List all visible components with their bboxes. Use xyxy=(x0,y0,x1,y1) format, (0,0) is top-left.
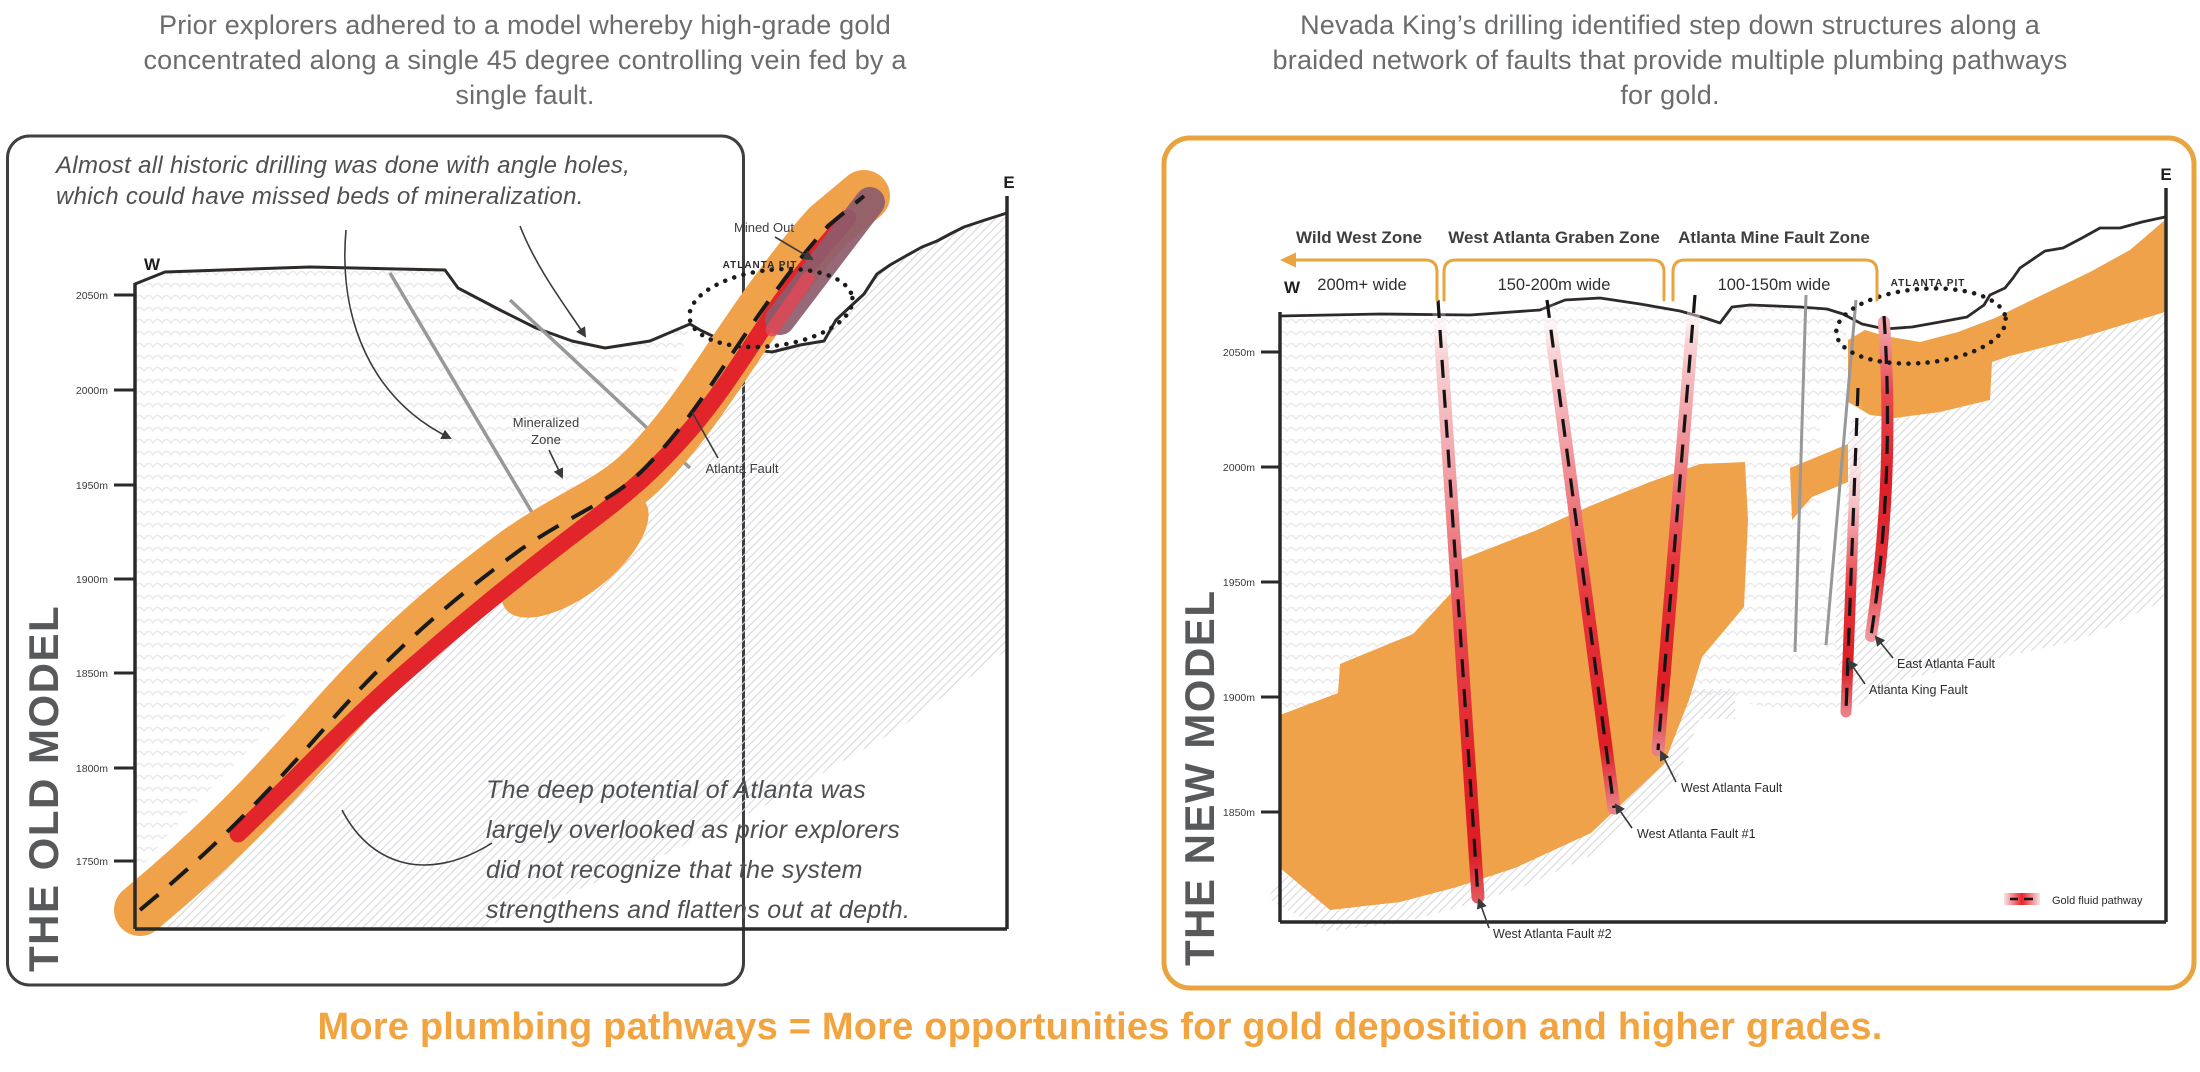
old-mined-out-leader xyxy=(774,236,814,261)
new-elev-2000: 2000m xyxy=(1223,462,1255,474)
old-top-note-line-1: Almost all historic drilling was done wi… xyxy=(56,152,631,179)
new-zone-brackets xyxy=(1280,252,1879,302)
old-mineralized-leader xyxy=(548,449,564,479)
new-elev-1950: 1950m xyxy=(1223,577,1255,589)
old-model-title: THE OLD MODEL xyxy=(20,604,67,972)
new-east-fault-label: East Atlanta Fault xyxy=(1897,657,1996,671)
new-atlanta-pit-ellipse xyxy=(1834,286,2008,366)
old-pit-label: ATLANTA PIT xyxy=(723,260,798,271)
old-note-arrow-1 xyxy=(344,229,452,440)
new-elevation-ticks xyxy=(1261,350,1280,814)
old-elev-1900: 1900m xyxy=(76,574,108,586)
old-mineralized-zone-label-1: Mineralized xyxy=(513,415,579,430)
old-bottom-note-line-4: strengthens and flattens out at depth. xyxy=(486,896,911,924)
old-elevation-ticks xyxy=(114,293,135,863)
old-model-bottom-note: The deep potential of Atlanta was largel… xyxy=(486,770,910,930)
new-fault-dashes xyxy=(1436,294,1890,898)
old-surface-line xyxy=(134,211,1008,354)
old-elev-2000: 2000m xyxy=(76,385,108,397)
new-zone2-width: 150-200m wide xyxy=(1498,276,1611,294)
new-leader-west-fault xyxy=(1660,750,1677,783)
new-orange-mass xyxy=(1280,462,1748,910)
old-mineralized-zone-label-2: Zone xyxy=(531,432,561,447)
new-zone3-name: Atlanta Mine Fault Zone xyxy=(1678,228,1870,247)
old-bottom-note-leader xyxy=(341,809,493,866)
new-orange-step-patch xyxy=(1790,444,1848,520)
new-gray-line-2 xyxy=(1824,299,1858,646)
new-leader-king-fault xyxy=(1847,659,1866,685)
old-compass-west: W xyxy=(144,255,161,274)
old-elev-2050: 2050m xyxy=(76,290,108,302)
new-legend: Gold fluid pathway xyxy=(2004,893,2143,907)
old-model-top-note: Almost all historic drilling was done wi… xyxy=(56,150,630,212)
old-fault-label: Atlanta Fault xyxy=(706,461,779,476)
old-model-panel: 2050m 2000m 1950m 1900m 1850m 1800m 1750… xyxy=(6,134,1015,987)
new-compass-east: E xyxy=(2160,165,2171,184)
legend-label: Gold fluid pathway xyxy=(2052,895,2143,907)
old-atlanta-pit-ellipse xyxy=(687,266,855,350)
new-model-header: Nevada King’s drilling identified step d… xyxy=(1272,10,2068,110)
footer-headline: More plumbing pathways = More opportunit… xyxy=(317,1006,1883,1048)
new-zone3-width: 100-150m wide xyxy=(1718,276,1831,294)
new-leader-west-fault-1 xyxy=(1614,803,1633,829)
old-top-note-line-2: which could have missed beds of minerali… xyxy=(56,183,584,210)
old-elev-1850: 1850m xyxy=(76,668,108,680)
new-model-title: THE NEW MODEL xyxy=(1176,589,1223,966)
old-fault-leader xyxy=(691,411,719,459)
old-model-header: Prior explorers adhered to a model where… xyxy=(143,10,907,110)
new-compass-west: W xyxy=(1284,278,1301,297)
new-surface-line xyxy=(1279,215,2166,331)
new-gray-line-1 xyxy=(1793,294,1808,653)
old-elev-1750: 1750m xyxy=(76,856,108,868)
new-west-fault-1-label: West Atlanta Fault #1 xyxy=(1637,827,1756,841)
old-elev-1950: 1950m xyxy=(76,480,108,492)
new-east-rock-hatch xyxy=(1835,312,2165,712)
new-elev-1900: 1900m xyxy=(1223,692,1255,704)
new-west-fault-label: West Atlanta Fault xyxy=(1681,781,1783,795)
new-zone2-name: West Atlanta Graben Zone xyxy=(1448,228,1660,247)
new-elev-2050: 2050m xyxy=(1223,347,1255,359)
new-upper-rock-hatch xyxy=(1280,298,1848,715)
new-king-fault-label: Atlanta King Fault xyxy=(1869,683,1968,697)
new-pit-label: ATLANTA PIT xyxy=(1891,278,1966,289)
gold-fluid-pathway-swatch xyxy=(2004,893,2040,905)
new-zone1-name: Wild West Zone xyxy=(1296,228,1422,247)
new-white-notch xyxy=(1954,293,2016,327)
new-leader-east-fault xyxy=(1874,635,1894,659)
new-zone1-width: 200m+ wide xyxy=(1317,276,1406,294)
new-zone1-arrow xyxy=(1280,252,1296,268)
old-atlanta-fault-line xyxy=(138,194,866,912)
old-compass-east: E xyxy=(1003,173,1014,192)
new-west-fault-2-label: West Atlanta Fault #2 xyxy=(1493,927,1612,941)
old-upper-rock-hatch xyxy=(135,267,690,874)
old-bottom-note-line-2: largely overlooked as prior explorers xyxy=(486,816,901,844)
new-model-panel-border xyxy=(1161,135,2197,991)
new-under-mass-hatch xyxy=(1267,689,1735,932)
old-mined-out-label: Mined Out xyxy=(734,220,794,235)
old-note-arrow-2 xyxy=(519,225,587,338)
new-elev-1850: 1850m xyxy=(1223,807,1255,819)
new-leader-west-fault-2 xyxy=(1476,898,1490,929)
old-mined-out-core xyxy=(765,271,815,337)
old-bottom-note-line-1: The deep potential of Atlanta was xyxy=(486,776,867,804)
new-model-panel: 2050m 2000m 1950m 1900m 1850m W E Wild W… xyxy=(1161,135,2197,991)
old-bottom-note-line-3: did not recognize that the system xyxy=(486,856,863,884)
old-elev-1800: 1800m xyxy=(76,763,108,775)
